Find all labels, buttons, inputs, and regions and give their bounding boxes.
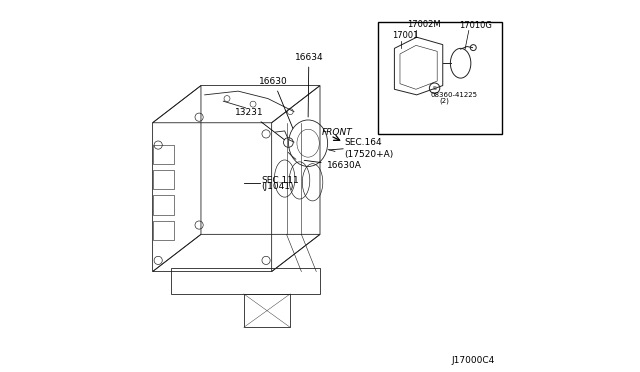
Text: S: S [433,86,436,91]
Text: 13231: 13231 [235,108,284,140]
Text: SEC.164: SEC.164 [344,138,382,147]
Text: 16630: 16630 [259,77,293,128]
Text: (J1041): (J1041) [262,182,294,190]
Text: (2): (2) [440,98,450,104]
Text: 17010G: 17010G [460,21,492,30]
Text: J17000C4: J17000C4 [452,356,495,365]
Text: 16630A: 16630A [304,160,362,170]
Text: 16634: 16634 [294,52,323,117]
Text: 08360-41225: 08360-41225 [431,92,478,98]
Text: SEC.111: SEC.111 [262,176,300,185]
Text: FRONT: FRONT [322,128,353,137]
Text: 17002M: 17002M [408,20,441,29]
Text: (17520+A): (17520+A) [344,150,394,159]
Bar [378,22,502,134]
Text: 17001: 17001 [392,31,418,40]
